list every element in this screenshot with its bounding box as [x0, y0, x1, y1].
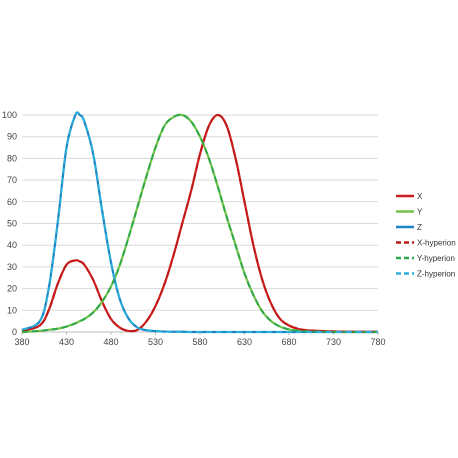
series-line-x-hyperion	[21, 114, 379, 333]
x-tick-label: 580	[192, 337, 207, 347]
y-tick-label: 50	[7, 219, 17, 229]
x-tick-label: 730	[326, 337, 341, 347]
y-tick-label: 60	[7, 197, 17, 207]
series-line-y	[21, 113, 378, 334]
y-axis-ticks: 0 10 20 30 40 50 60 70 80 90 100	[2, 110, 17, 337]
y-tick-label: 20	[7, 284, 17, 294]
y-tick-label: 100	[2, 110, 17, 120]
legend-label: Y-hyperion	[417, 254, 455, 263]
series-line-z	[21, 111, 378, 334]
y-tick-label: 90	[7, 132, 17, 142]
x-tick-label: 780	[370, 337, 385, 347]
y-tick-label: 70	[7, 175, 17, 185]
y-tick-label: 10	[7, 305, 17, 315]
legend: XYZ X-hyperion Y-hyperion Z-hyperion	[396, 192, 456, 279]
series-line-z-hyperion	[21, 111, 378, 334]
legend-label: Z-hyperion	[417, 270, 455, 279]
y-tick-label: 0	[12, 327, 17, 337]
x-tick-label: 630	[237, 337, 252, 347]
y-tick-label: 30	[7, 262, 17, 272]
legend-label: Y	[417, 208, 423, 217]
legend-label: X	[417, 192, 423, 201]
legend-label: X-hyperion	[417, 239, 456, 248]
legend-label: Z	[417, 223, 422, 232]
x-tick-label: 430	[59, 337, 74, 347]
x-tick-label: 680	[281, 337, 296, 347]
x-tick-label: 380	[14, 337, 29, 347]
x-tick-label: 530	[148, 337, 163, 347]
gridlines	[22, 114, 378, 333]
series-lines	[21, 111, 379, 334]
x-tick-label: 480	[103, 337, 118, 347]
x-axis-ticks: 380 430 480 530 580 630 680 730 780	[14, 332, 386, 347]
y-tick-label: 80	[7, 153, 17, 163]
y-tick-label: 40	[7, 240, 17, 250]
